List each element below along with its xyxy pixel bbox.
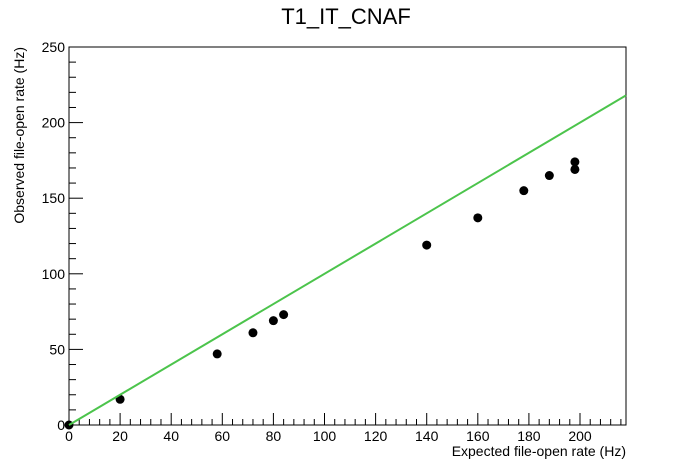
y-tick-label: 100	[42, 266, 66, 282]
y-tick-label: 150	[42, 190, 66, 206]
data-point	[473, 213, 483, 223]
plot-frame	[68, 46, 627, 426]
data-point	[248, 328, 258, 338]
x-tick-label: 20	[112, 428, 128, 444]
reference-line	[68, 94, 627, 426]
y-tick-label: 50	[49, 341, 65, 357]
data-point	[570, 164, 580, 174]
x-tick-label: 180	[517, 428, 541, 444]
y-tick-label: 200	[42, 115, 66, 131]
y-tick-label: 0	[57, 417, 65, 433]
x-tick-label: 140	[415, 428, 439, 444]
x-axis: 0 20 40 60 80 100 120 140 160 180 200	[65, 413, 592, 444]
data-point	[519, 186, 529, 196]
y-axis: 0 50 100 150 200 250	[42, 39, 83, 433]
x-axis-title: Expected file-open rate (Hz)	[452, 443, 626, 459]
minor-ticks	[69, 61, 622, 425]
x-tick-label: 0	[65, 428, 73, 444]
data-point	[268, 316, 278, 326]
chart-title: T1_IT_CNAF	[281, 4, 411, 29]
x-tick-label: 60	[215, 428, 231, 444]
x-tick-label: 120	[364, 428, 388, 444]
x-tick-label: 200	[568, 428, 592, 444]
x-tick-label: 80	[266, 428, 282, 444]
x-tick-label: 100	[313, 428, 337, 444]
data-point	[422, 240, 432, 250]
y-tick-label: 250	[42, 39, 66, 55]
x-tick-label: 40	[163, 428, 179, 444]
y-axis-title: Observed file-open rate (Hz)	[11, 47, 27, 224]
data-point	[544, 171, 554, 181]
x-tick-label: 160	[466, 428, 490, 444]
data-point	[570, 157, 580, 167]
series-layer	[64, 94, 627, 430]
data-point	[212, 349, 222, 359]
data-point	[279, 310, 289, 320]
